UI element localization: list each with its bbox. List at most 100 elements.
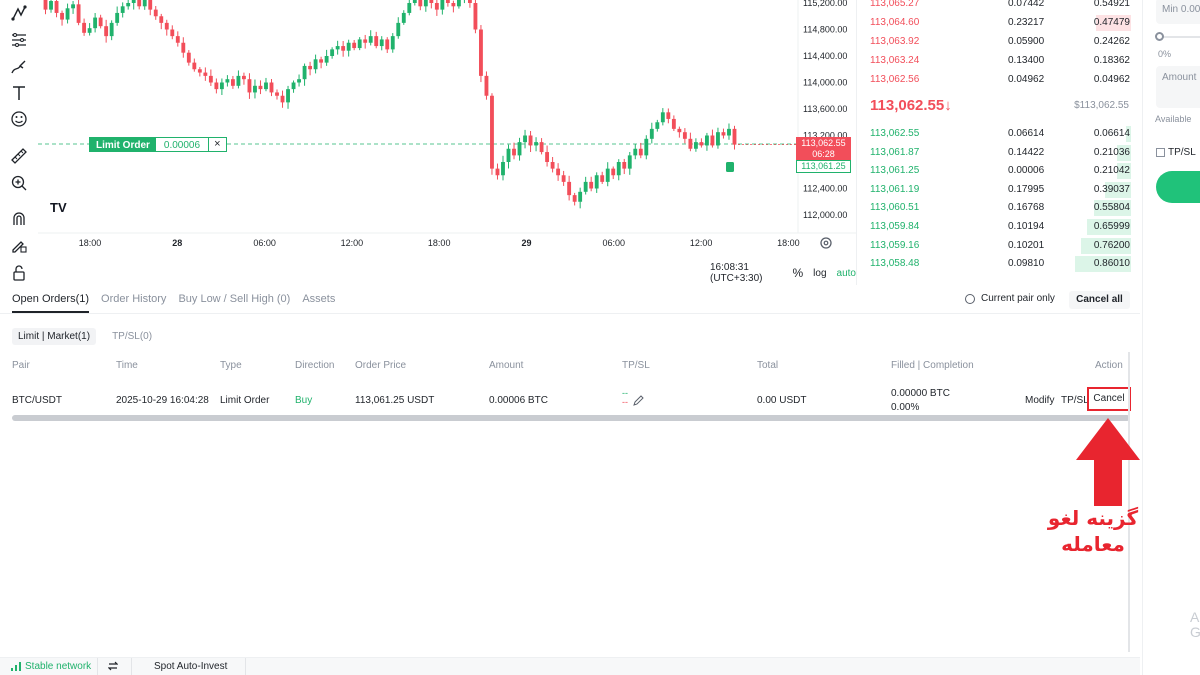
- magnet-icon[interactable]: [9, 209, 29, 229]
- candle-body: [346, 42, 351, 51]
- unlock-icon[interactable]: [9, 263, 29, 283]
- cancel-all-button[interactable]: Cancel all: [1069, 291, 1130, 309]
- bid-price: 113,061.19: [870, 183, 920, 195]
- ask-depth-bar: [1095, 15, 1131, 31]
- subtab-tpsl[interactable]: TP/SL(0): [112, 331, 153, 342]
- bid-total: 0.76200: [1093, 239, 1130, 251]
- candle-body: [655, 122, 660, 129]
- candle-body: [445, 0, 450, 3]
- amount-slider-track[interactable]: [1156, 36, 1200, 38]
- zoom-in-icon[interactable]: [9, 173, 29, 193]
- bid-row[interactable]: 113,061.25 0.00006 0.21042: [857, 161, 1141, 180]
- percent-toggle[interactable]: %: [792, 266, 804, 280]
- candle-body: [230, 79, 235, 86]
- bid-row[interactable]: 113,062.55 0.06614 0.06614: [857, 124, 1141, 143]
- candle-body: [275, 92, 279, 96]
- candle-body: [479, 29, 483, 76]
- bid-depth-bar: [1087, 219, 1131, 235]
- annotation-line-2: معامله: [1061, 532, 1125, 556]
- candle-body: [434, 3, 439, 10]
- candle-body: [65, 8, 70, 20]
- tpsl-checkbox-box[interactable]: [1156, 148, 1165, 157]
- ask-row[interactable]: 113,062.56 0.04962 0.04962: [857, 70, 1141, 89]
- auto-toggle[interactable]: auto: [836, 267, 856, 279]
- ruler-tool-icon[interactable]: [9, 146, 29, 166]
- candle-body: [705, 135, 709, 146]
- candle-body: [605, 168, 610, 182]
- candle-body: [374, 36, 379, 47]
- candle-body: [534, 142, 538, 146]
- candle-body: [390, 36, 395, 50]
- swap-icon[interactable]: [108, 661, 118, 671]
- candle-body: [297, 79, 301, 83]
- header-time: Time: [116, 360, 138, 371]
- candle-body: [567, 181, 572, 196]
- ask-row[interactable]: 113,065.27 0.07442 0.54921: [857, 0, 1141, 13]
- text-tool-icon[interactable]: [9, 83, 29, 103]
- vertical-scrollbar[interactable]: [1128, 352, 1130, 652]
- bid-row[interactable]: 113,060.51 0.16768 0.55804: [857, 198, 1141, 217]
- subtab-limit-market[interactable]: Limit | Market(1): [12, 328, 97, 345]
- horizontal-scrollbar[interactable]: [12, 415, 1130, 421]
- ask-row[interactable]: 113,063.24 0.13400 0.18362: [857, 51, 1141, 70]
- bid-depth-bar: [1093, 200, 1131, 217]
- amount-slider-knob[interactable]: [1155, 32, 1164, 41]
- bid-price: 113,059.16: [870, 239, 920, 251]
- lock-drawing-icon[interactable]: [9, 235, 29, 255]
- price-chart[interactable]: 115,200.00 114,800.00 114,400.00 114,000.00…: [38, 0, 856, 285]
- trade-form: Min 0.00 0% Amount Available TP/SL A G: [1142, 0, 1200, 675]
- bid-row[interactable]: 113,061.87 0.14422 0.21036: [857, 143, 1141, 162]
- header-tpsl: TP/SL: [622, 360, 650, 371]
- bid-row[interactable]: 113,059.84 0.10194 0.65999: [857, 217, 1141, 236]
- candle-body: [429, 0, 434, 3]
- candle-body: [225, 79, 230, 83]
- current-pair-radio[interactable]: [965, 293, 975, 304]
- candle-body: [159, 16, 164, 23]
- bid-row[interactable]: 113,058.48 0.09810 0.86010: [857, 254, 1141, 273]
- bid-depth-bar: [1074, 256, 1131, 273]
- bid-total: 0.55804: [1093, 202, 1130, 214]
- tab-assets[interactable]: Assets: [302, 293, 336, 305]
- candle-body: [319, 59, 324, 63]
- tpsl-checkbox[interactable]: TP/SL: [1156, 147, 1196, 158]
- current-pair-only-toggle[interactable]: Current pair only: [965, 293, 1055, 304]
- tab-order-history[interactable]: Order History: [101, 293, 167, 305]
- edit-tpsl-icon[interactable]: [633, 395, 644, 406]
- spot-auto-invest-link[interactable]: Spot Auto-Invest: [154, 661, 228, 672]
- bid-row[interactable]: 113,059.16 0.10201 0.76200: [857, 236, 1141, 255]
- brush-tool-icon[interactable]: [9, 57, 29, 77]
- candle-body: [644, 138, 649, 156]
- price-input[interactable]: Min 0.00: [1156, 0, 1200, 24]
- log-toggle[interactable]: log: [813, 267, 827, 279]
- tab-open-orders[interactable]: Open Orders(1): [12, 293, 90, 313]
- candle-body: [423, 0, 428, 7]
- modify-button[interactable]: Modify: [1025, 395, 1055, 406]
- bid-depth-bar: [1081, 237, 1131, 254]
- drawing-toolbar: [0, 0, 38, 285]
- candle-body: [197, 69, 202, 73]
- limit-order-close-icon[interactable]: ×: [214, 138, 221, 150]
- tpsl-action-button[interactable]: TP/SL: [1061, 395, 1089, 406]
- limit-order-tag[interactable]: Limit Order 0.00006 ×: [89, 137, 227, 152]
- buy-button[interactable]: [1156, 171, 1200, 203]
- price-axis-label: 113,200.00: [803, 131, 847, 141]
- candle-body: [126, 3, 131, 7]
- amount-input[interactable]: Amount: [1156, 66, 1200, 108]
- cell-order-price: 113,061.25 USDT: [355, 395, 435, 406]
- ask-row[interactable]: 113,064.60 0.23217 0.47479: [857, 13, 1141, 32]
- time-axis-label: 29: [521, 238, 531, 248]
- cell-completion: 0.00%: [891, 402, 920, 413]
- chart-settings-icon[interactable]: [819, 236, 833, 250]
- fib-tool-icon[interactable]: [9, 30, 29, 50]
- tab-buy-low-sell-high[interactable]: Buy Low / Sell High (0): [178, 293, 291, 305]
- cancel-order-button[interactable]: Cancel: [1087, 387, 1131, 411]
- emoji-tool-icon[interactable]: [9, 109, 29, 129]
- ask-row[interactable]: 113,063.92 0.05900 0.24262: [857, 32, 1141, 51]
- candle-body: [302, 65, 307, 80]
- trend-line-tool-icon[interactable]: [9, 3, 29, 23]
- candle-body: [357, 39, 362, 49]
- network-status[interactable]: Stable network: [11, 661, 91, 672]
- bid-row[interactable]: 113,061.19 0.17995 0.39037: [857, 180, 1141, 199]
- candle-body: [561, 175, 566, 182]
- candle-body: [363, 39, 368, 43]
